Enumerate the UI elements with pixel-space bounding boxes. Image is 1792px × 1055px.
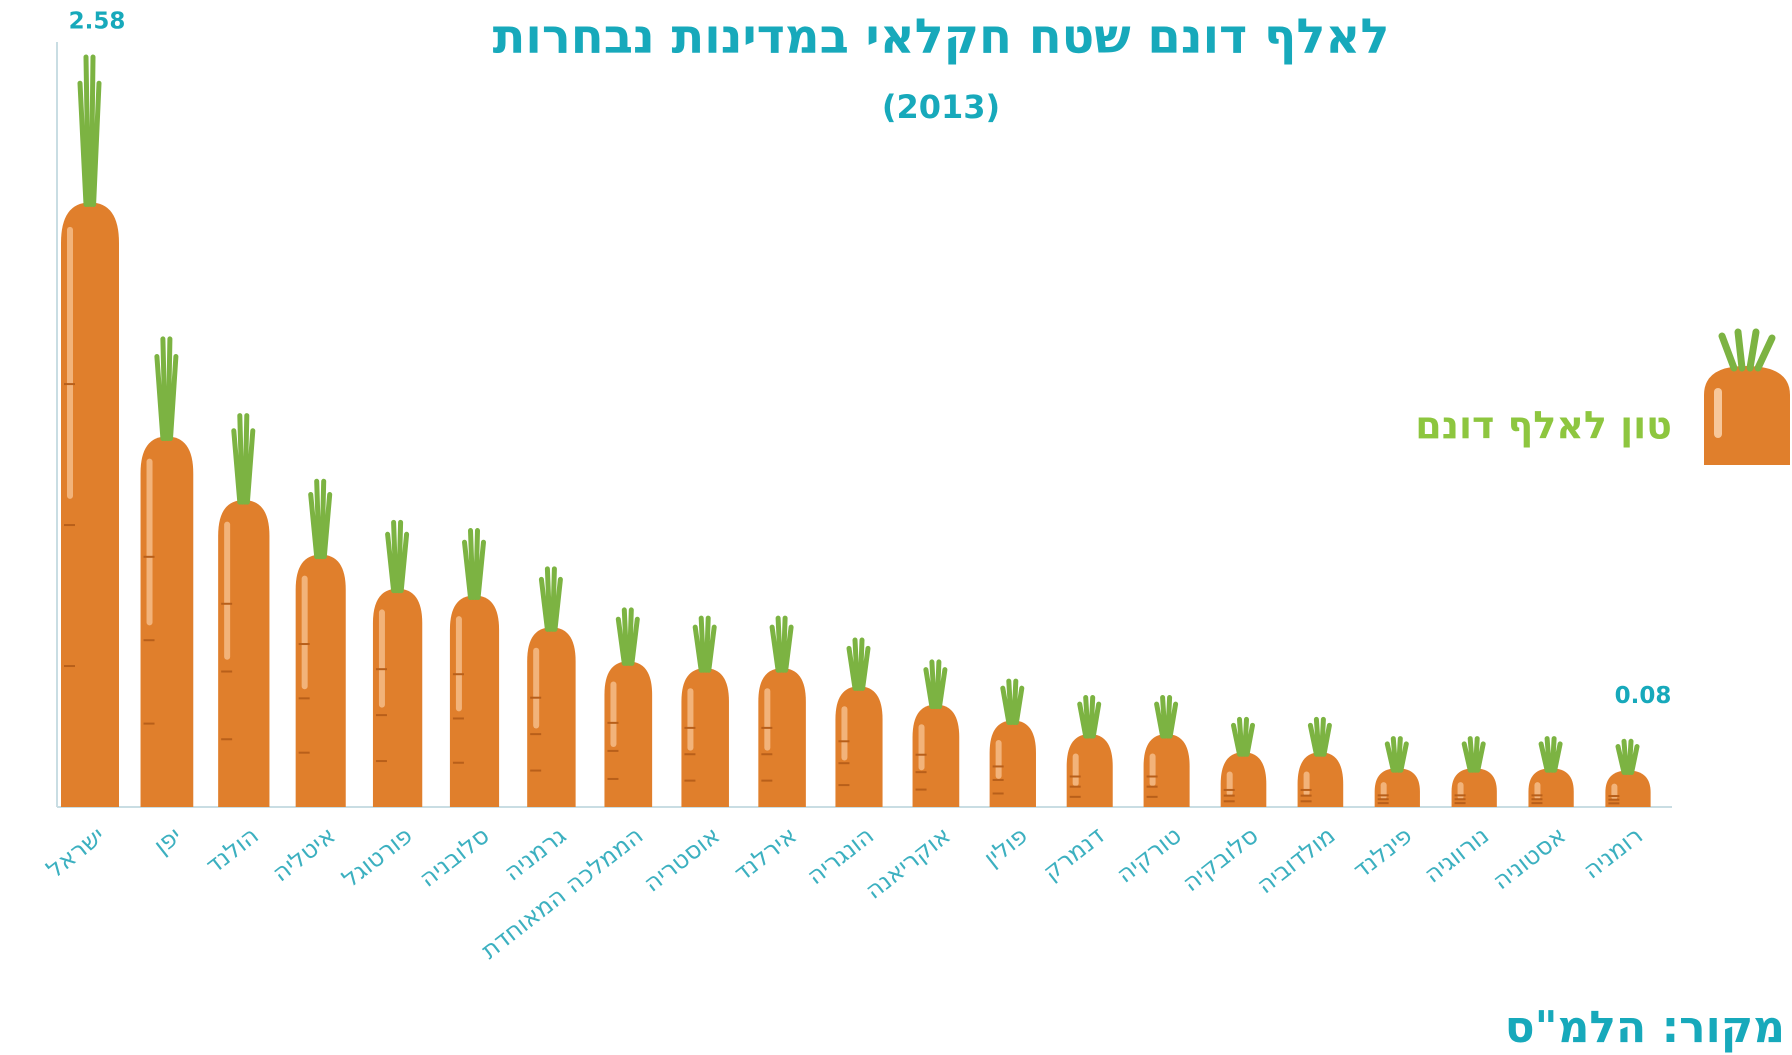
carrot-shine <box>919 724 925 770</box>
carrot-leaves <box>465 531 484 598</box>
carrot-leaves <box>1234 719 1253 754</box>
carrot <box>373 522 422 807</box>
carrot-leaves <box>1157 698 1176 737</box>
x-tick-label: ישראל <box>41 821 110 883</box>
carrot-shine <box>764 688 770 750</box>
x-tick-label: רומניה <box>1578 821 1648 884</box>
x-tick-label: טורקיה <box>1111 821 1186 888</box>
carrot-leaves <box>80 57 99 205</box>
carrot-shine <box>1611 784 1617 800</box>
carrot-leaves <box>1618 741 1637 772</box>
carrot-shine <box>1073 753 1079 786</box>
carrot-leaves <box>1387 739 1406 771</box>
carrot <box>1067 698 1113 807</box>
carrot-leaves <box>311 481 330 556</box>
carrot <box>604 610 652 807</box>
carrot-leaves <box>926 662 945 707</box>
carrot-shine <box>1534 782 1540 799</box>
carrot-leaves <box>1080 698 1099 737</box>
carrot-shine <box>687 688 693 750</box>
carrot-shine <box>1150 753 1156 786</box>
carrot <box>61 57 119 807</box>
carrot-shine <box>379 609 385 707</box>
carrot-shine <box>1381 782 1387 799</box>
carrot-leaves <box>234 416 253 503</box>
carrot <box>141 339 194 807</box>
carrot-leaves <box>157 339 176 439</box>
carrot <box>913 662 960 807</box>
chart: לאלף דונם שטח חקלאי במדינות נבחרות (2013… <box>0 0 1792 1055</box>
x-tick-label: אסטוניה <box>1487 821 1571 895</box>
carrot <box>1452 739 1497 807</box>
carrot-shine <box>224 522 230 660</box>
carrot <box>1528 739 1573 807</box>
x-tick-label: יפן <box>148 821 186 860</box>
carrot <box>296 481 346 807</box>
carrot <box>1298 719 1344 807</box>
carrot <box>1221 719 1267 807</box>
carrot-shine <box>147 459 153 626</box>
value-label: 0.08 <box>1615 683 1672 709</box>
carrot <box>450 531 499 807</box>
carrot-shine <box>1304 771 1310 796</box>
carrot-leaves <box>1464 739 1483 771</box>
value-label: 2.58 <box>69 9 126 35</box>
x-tick-label: אוסטריה <box>638 821 725 897</box>
x-tick-label: הולנד <box>200 821 263 879</box>
x-tick-label: פולין <box>978 821 1032 872</box>
carrot-shine <box>841 706 847 760</box>
chart-subtitle: (2013) <box>882 88 1000 126</box>
x-tick-label: מולדוביה <box>1251 821 1340 899</box>
legend-icon <box>1704 332 1790 465</box>
x-tick-label: איטליה <box>267 821 341 887</box>
carrot <box>758 618 806 807</box>
carrot <box>218 416 269 807</box>
x-tick-label: פורטוגל <box>337 821 418 893</box>
x-tick-label: נורווגיה <box>1419 821 1494 888</box>
carrot-shine <box>1458 782 1464 799</box>
carrot-leaves <box>618 610 637 664</box>
carrot-shine <box>67 227 73 499</box>
x-tick-label: דנמרק <box>1038 821 1110 886</box>
carrot <box>835 640 882 807</box>
legend-label: טון לאלף דונם <box>1415 404 1672 448</box>
x-tick-label: פינלנד <box>1348 821 1418 884</box>
carrot <box>1144 698 1190 807</box>
carrot-shine <box>456 616 462 711</box>
carrot-shine <box>533 648 539 729</box>
carrot-leaves <box>1003 681 1022 722</box>
carrot <box>681 618 729 807</box>
source: מקור: הלמ"ס <box>1505 1002 1785 1053</box>
carrot <box>1375 739 1420 807</box>
carrot-leaves <box>849 640 868 688</box>
carrot-shine <box>610 681 616 747</box>
carrot-shine <box>1227 771 1233 796</box>
carrot-shine <box>302 576 308 690</box>
carrot <box>1605 741 1650 807</box>
carrot-leaves <box>388 522 407 590</box>
x-tick-label: אוקריאנה <box>860 821 956 905</box>
x-tick-label: אירלנד <box>729 821 802 887</box>
carrot-leaves <box>1310 719 1329 754</box>
carrot-leaves <box>1541 739 1560 771</box>
chart-title: לאלף דונם שטח חקלאי במדינות נבחרות <box>493 9 1390 65</box>
x-tick-label: סלובניה <box>414 821 495 893</box>
x-tick-label: סלובקיה <box>1177 821 1263 897</box>
carrot-leaves <box>541 569 560 629</box>
carrot-shine <box>996 740 1002 779</box>
carrot-leaves <box>695 618 714 670</box>
carrot-leaves <box>772 618 791 670</box>
carrot <box>990 681 1036 807</box>
carrot <box>527 569 575 807</box>
